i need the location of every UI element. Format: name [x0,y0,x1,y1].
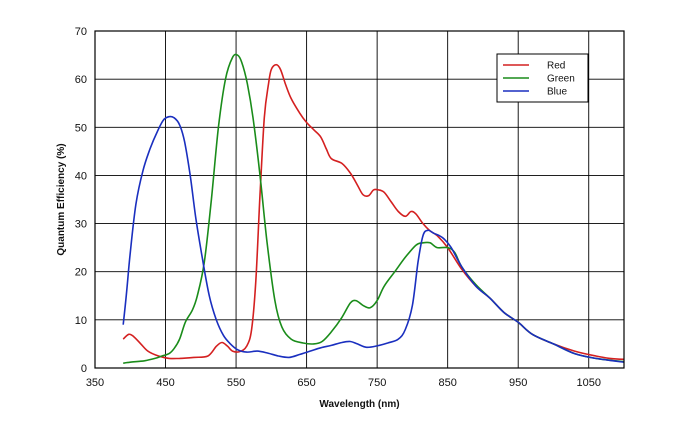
series-line-blue [122,115,625,363]
y-tick-label: 50 [75,122,87,134]
y-tick-label: 10 [75,315,87,327]
x-tick-labels: 350 450 550 650 750 850 950 1050 [86,377,601,389]
x-tick-label: 1050 [576,377,600,389]
x-tick-label: 350 [86,377,104,389]
plot-frame [94,30,625,369]
legend-label-blue: Blue [547,87,567,98]
x-tick-label: 850 [438,377,456,389]
y-tick-label: 30 [75,219,87,231]
x-tick-label: 950 [509,377,527,389]
y-tick-label: 40 [75,170,87,182]
x-tick-label: 650 [297,377,315,389]
legend-label-green: Green [547,74,575,85]
y-tick-label: 60 [75,74,87,86]
y-tick-label: 20 [75,267,87,279]
legend-label-red: Red [547,61,565,72]
series-line-red [122,63,625,361]
legend: Red Green Blue [496,53,589,103]
x-tick-label: 450 [156,377,174,389]
x-axis-title: Wavelength (nm) [319,399,399,410]
grid-lines [94,30,624,369]
y-tick-label: 0 [81,363,87,375]
x-tick-label: 550 [227,377,245,389]
series-layer [122,53,625,364]
y-tick-labels: 0 10 20 30 40 50 60 70 [75,26,87,375]
x-tick-label: 750 [368,377,386,389]
y-tick-label: 70 [75,26,87,38]
y-axis-title: Quantum Efficiency (%) [56,143,67,255]
